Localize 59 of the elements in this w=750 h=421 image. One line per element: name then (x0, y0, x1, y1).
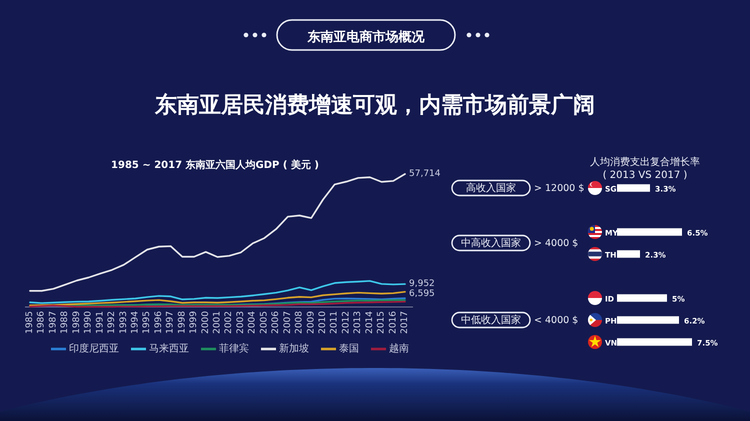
data-label: 57,714 (409, 169, 441, 179)
x-tick-label: 2007 (282, 311, 293, 334)
x-tick-label: 2002 (224, 311, 234, 334)
x-tick-label: 2013 (353, 311, 364, 334)
legend-label: 菲律宾 (219, 342, 249, 354)
x-tick-label: 2010 (318, 310, 328, 334)
legend-label: 印度尼西亚 (69, 342, 119, 354)
chart-title: 1985 ~ 2017 东南亚六国人均GDP ( 美元 ) (111, 159, 319, 171)
x-tick-label: 2016 (388, 310, 398, 334)
x-tick-label: 1987 (48, 311, 58, 334)
x-tick-label: 1989 (72, 310, 82, 334)
x-tick-label: 2000 (200, 310, 211, 334)
x-tick-label: 2006 (271, 310, 282, 334)
x-tick-label: 2008 (294, 310, 305, 334)
x-tick-label: 2001 (212, 311, 222, 334)
legend-label: 越南 (389, 342, 409, 354)
text: 高收入国家 (466, 182, 516, 194)
x-tick-label: 2012 (341, 311, 352, 334)
text: 中高收入国家 (461, 236, 521, 248)
chart-title: 人均消费支出复合增长率 (590, 156, 700, 168)
x-tick-label: 2015 (376, 311, 387, 334)
bar (617, 316, 679, 324)
text: 东南亚居民消费增速可观，内需市场前景广阔 (154, 92, 595, 118)
x-tick-label: 2009 (306, 310, 316, 334)
x-tick-label: 2017 (400, 311, 410, 334)
x-tick-label: 1998 (177, 310, 188, 334)
x-tick-label: 2014 (364, 310, 375, 334)
text: > 4000 $ (534, 238, 578, 248)
x-tick-label: 1997 (166, 311, 176, 334)
x-tick-label: 1985 (25, 311, 35, 334)
bar (617, 228, 682, 236)
x-tick-label: 2003 (236, 311, 246, 334)
x-tick-label: 1995 (142, 311, 152, 334)
legend-label: 泰国 (339, 344, 359, 354)
bar (617, 294, 667, 302)
text: < 4000 $ (534, 314, 578, 326)
chart-subtitle: ( 2013 VS 2017 ) (602, 170, 688, 180)
text: > 12000 $ (534, 182, 584, 194)
legend-label: 马来西亚 (149, 342, 189, 354)
bar (617, 184, 650, 192)
x-tick-label: 2004 (248, 310, 258, 334)
x-tick-label: 1996 (154, 310, 164, 334)
x-tick-label: 1993 (118, 311, 129, 334)
x-tick-label: 1988 (60, 310, 70, 334)
x-tick-label: 1999 (189, 310, 200, 334)
x-tick-label: 2011 (330, 311, 340, 334)
x-tick-label: 1994 (130, 310, 140, 334)
x-tick-label: 1992 (107, 311, 118, 334)
bar (617, 338, 692, 346)
text: 中低收入国家 (461, 314, 521, 326)
x-tick-label: 2005 (259, 311, 270, 334)
data-label: 6,595 (409, 289, 435, 300)
x-tick-label: 1986 (36, 310, 47, 334)
x-tick-label: 1991 (95, 311, 106, 334)
bar (617, 250, 640, 258)
legend-label: 新加坡 (279, 342, 309, 354)
x-tick-label: 1990 (84, 310, 94, 334)
text: 东南亚电商市场概况 (306, 28, 426, 44)
data-label: 9,952 (409, 279, 435, 290)
